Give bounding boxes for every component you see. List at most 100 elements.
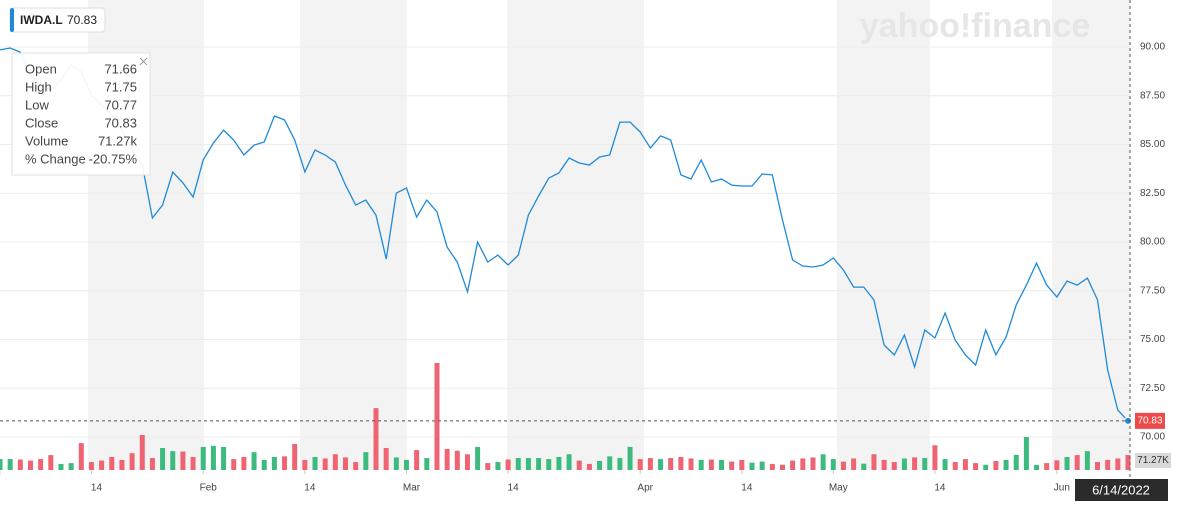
tooltip-value: 71.75 bbox=[104, 79, 137, 94]
volume-bar bbox=[637, 459, 643, 470]
tooltip-value: 70.77 bbox=[104, 97, 137, 112]
ticker-price: 70.83 bbox=[67, 13, 97, 27]
band bbox=[507, 0, 644, 470]
volume-bar bbox=[38, 459, 44, 470]
y-tick-label: 80.00 bbox=[1140, 237, 1165, 248]
y-tick-label: 85.00 bbox=[1140, 139, 1165, 150]
volume-bar bbox=[139, 434, 145, 470]
volume-bar bbox=[546, 459, 552, 470]
volume-bar bbox=[1003, 459, 1009, 470]
y-tick-label: 90.00 bbox=[1140, 42, 1165, 53]
x-tick-label: 14 bbox=[91, 483, 103, 494]
tooltip-bg bbox=[11, 52, 151, 176]
volume-bar bbox=[729, 461, 735, 470]
volume-bar bbox=[170, 451, 176, 470]
volume-bar bbox=[1105, 459, 1111, 470]
volume-bar bbox=[708, 459, 714, 470]
volume-bar bbox=[912, 457, 918, 470]
volume-bar bbox=[210, 445, 216, 470]
volume-bar bbox=[48, 455, 54, 470]
background-bands bbox=[88, 0, 1130, 470]
volume-bar bbox=[414, 450, 420, 470]
tooltip-label: Close bbox=[25, 115, 58, 130]
tooltip-label: High bbox=[25, 79, 52, 94]
volume-bar bbox=[647, 458, 653, 470]
volume-bar bbox=[88, 462, 94, 470]
volume-bar bbox=[119, 459, 125, 470]
volume-bar bbox=[830, 459, 836, 470]
volume-bar bbox=[688, 458, 694, 470]
volume-bar bbox=[810, 457, 816, 470]
tooltip-value: 71.66 bbox=[104, 61, 137, 76]
y-tick-label: 72.50 bbox=[1140, 383, 1165, 394]
volume-bar bbox=[790, 460, 796, 470]
volume-bar bbox=[658, 459, 664, 470]
volume-bar bbox=[973, 463, 979, 470]
volume-bar bbox=[464, 454, 470, 470]
volume-bar bbox=[800, 458, 806, 470]
volume-bar bbox=[668, 458, 674, 470]
volume-bar bbox=[1034, 464, 1040, 470]
volume-bar bbox=[769, 463, 775, 470]
date-bg bbox=[1075, 479, 1168, 501]
tooltip-label: Open bbox=[25, 61, 57, 76]
volume-bar bbox=[434, 362, 440, 470]
volume-bar bbox=[251, 452, 257, 470]
volume-bar bbox=[1013, 454, 1019, 470]
date-box: 6/14/2022 bbox=[1075, 479, 1168, 501]
band bbox=[1052, 0, 1130, 470]
volume-bar bbox=[983, 464, 989, 470]
volume-bar bbox=[17, 459, 23, 470]
volume-bar bbox=[495, 462, 501, 470]
x-tick-label: Feb bbox=[200, 483, 218, 494]
volume-bar bbox=[393, 457, 399, 470]
x-tick-label: Mar bbox=[403, 483, 421, 494]
volume-bar bbox=[891, 462, 897, 470]
volume-bar bbox=[1064, 456, 1070, 470]
volume-bar bbox=[607, 456, 613, 470]
tooltip-label: Low bbox=[25, 97, 49, 112]
volume-bar bbox=[861, 463, 867, 470]
x-tick-label: Jun bbox=[1054, 483, 1070, 494]
volume-bar bbox=[942, 459, 948, 470]
volume-bar bbox=[576, 460, 582, 470]
volume-bars bbox=[0, 362, 1131, 470]
tooltip-value: 70.83 bbox=[104, 115, 137, 130]
volume-bar bbox=[739, 459, 745, 470]
volume-bar bbox=[1084, 451, 1090, 470]
y-tick-label: 75.00 bbox=[1140, 334, 1165, 345]
volume-bar bbox=[7, 459, 13, 470]
volume-bar bbox=[0, 459, 3, 470]
volume-bar bbox=[231, 459, 237, 470]
volume-bar bbox=[78, 443, 84, 470]
volume-bar bbox=[403, 459, 409, 470]
volume-bar bbox=[993, 460, 999, 470]
volume-bar bbox=[617, 458, 623, 470]
ticker-box: IWDA.L 70.83 bbox=[9, 7, 106, 33]
y-tick-label: 70.00 bbox=[1140, 432, 1165, 443]
volume-bar bbox=[1044, 463, 1050, 470]
volume-bar bbox=[820, 454, 826, 470]
band bbox=[837, 0, 930, 470]
volume-bar bbox=[586, 463, 592, 470]
volume-bar bbox=[881, 459, 887, 470]
volume-bar bbox=[58, 463, 64, 470]
volume-bar bbox=[1023, 437, 1029, 470]
volume-bar bbox=[678, 456, 684, 470]
volume-bar bbox=[27, 460, 33, 470]
volume-bar bbox=[332, 454, 338, 470]
ticker-symbol: IWDA.L bbox=[20, 13, 63, 27]
crosshair-date: 6/14/2022 bbox=[1092, 482, 1150, 497]
volume-bar bbox=[271, 456, 277, 470]
close-icon[interactable] bbox=[139, 57, 148, 66]
x-tick-label: 14 bbox=[304, 483, 316, 494]
volume-box bbox=[1135, 453, 1171, 469]
volume-bar bbox=[962, 459, 968, 470]
volume-bar bbox=[952, 462, 958, 470]
volume-bar bbox=[241, 456, 247, 470]
volume-bar bbox=[444, 449, 450, 470]
volume-bar bbox=[932, 445, 938, 470]
axes: 70.00 72.50 75.00 77.50 80.00 82.50 85.00 87.50… bbox=[0, 42, 1171, 494]
volume-bar bbox=[475, 446, 481, 470]
